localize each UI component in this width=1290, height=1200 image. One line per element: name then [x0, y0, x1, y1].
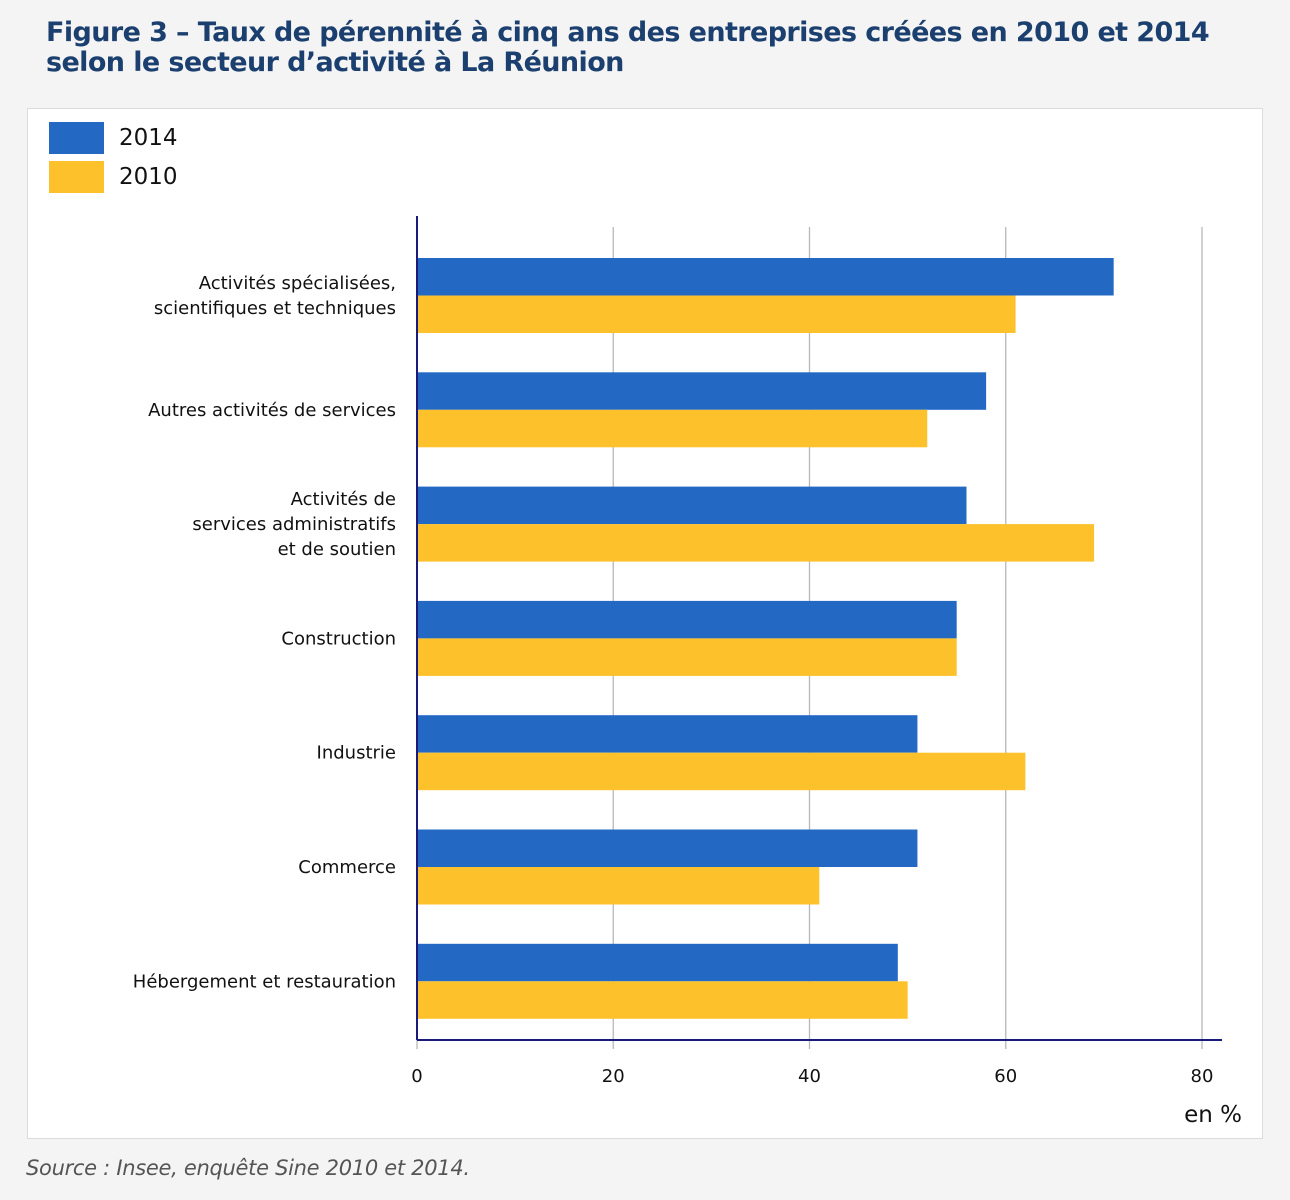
- figure-title-line-1: Figure 3 – Taux de pérennité à cinq ans …: [46, 17, 1210, 48]
- category-label-2: Activités de services administratifs et de…: [192, 489, 396, 560]
- category-label-4: Industrie: [317, 743, 396, 764]
- x-axis-unit-label: en %: [1184, 1102, 1242, 1128]
- category-label-line: Construction: [281, 628, 396, 649]
- legend-label-2014: 2014: [119, 125, 178, 151]
- x-tick-label-60: 60: [994, 1066, 1017, 1087]
- category-label-line: Activités de: [291, 489, 396, 510]
- x-tick-label-20: 20: [602, 1066, 625, 1087]
- bar-2010-0: [417, 295, 1016, 333]
- category-label-line: services administratifs: [192, 514, 396, 535]
- category-label-line: Commerce: [298, 857, 396, 878]
- category-label-line: Activités spécialisées,: [199, 273, 396, 294]
- bar-2014-6: [417, 943, 898, 982]
- x-tick-labels: 0 20 40 60 80: [411, 1066, 1213, 1087]
- bar-2014-0: [417, 258, 1114, 296]
- category-label-0: Activités spécialisées, scientifiques et …: [154, 273, 396, 319]
- category-label-3: Construction: [281, 628, 396, 649]
- figure-title-line-2: selon le secteur d’activité à La Réunion: [46, 47, 624, 78]
- bar-2010-1: [417, 409, 928, 448]
- bar-2010-2: [417, 524, 1095, 562]
- category-label-line: scientifiques et techniques: [154, 298, 396, 319]
- category-label-line: Industrie: [317, 743, 396, 764]
- category-label-line: Hébergement et restauration: [133, 971, 396, 992]
- bar-2010-4: [417, 752, 1026, 791]
- bar-2014-4: [417, 715, 918, 753]
- bars: [417, 258, 1114, 1019]
- legend-item-2014: 2014: [49, 122, 178, 154]
- bar-2014-5: [417, 829, 918, 867]
- category-label-line: Autres activités de services: [148, 400, 396, 421]
- bar-2010-5: [417, 867, 820, 905]
- bar-2014-1: [417, 372, 987, 410]
- bar-2014-3: [417, 600, 957, 639]
- category-label-1: Autres activités de services: [148, 400, 396, 421]
- x-tick-label-0: 0: [411, 1066, 422, 1087]
- category-label-line: et de soutien: [278, 539, 396, 560]
- bar-2010-3: [417, 638, 957, 676]
- category-label-6: Hébergement et restauration: [133, 971, 396, 992]
- legend-swatch-2010: [49, 161, 104, 193]
- category-label-5: Commerce: [298, 857, 396, 878]
- bar-2014-2: [417, 486, 967, 525]
- category-labels: Activités spécialisées, scientifiques et …: [133, 273, 396, 992]
- axes: [416, 216, 1222, 1041]
- x-tick-label-80: 80: [1191, 1066, 1214, 1087]
- legend-item-2010: 2010: [49, 161, 178, 193]
- figure-title: Figure 3 – Taux de pérennité à cinq ans …: [46, 18, 1246, 78]
- bar-2010-6: [417, 981, 908, 1019]
- source-note: Source : Insee, enquête Sine 2010 et 201…: [26, 1156, 470, 1180]
- x-tick-label-40: 40: [798, 1066, 821, 1087]
- legend-swatch-2014: [49, 122, 104, 154]
- legend-label-2010: 2010: [119, 164, 178, 190]
